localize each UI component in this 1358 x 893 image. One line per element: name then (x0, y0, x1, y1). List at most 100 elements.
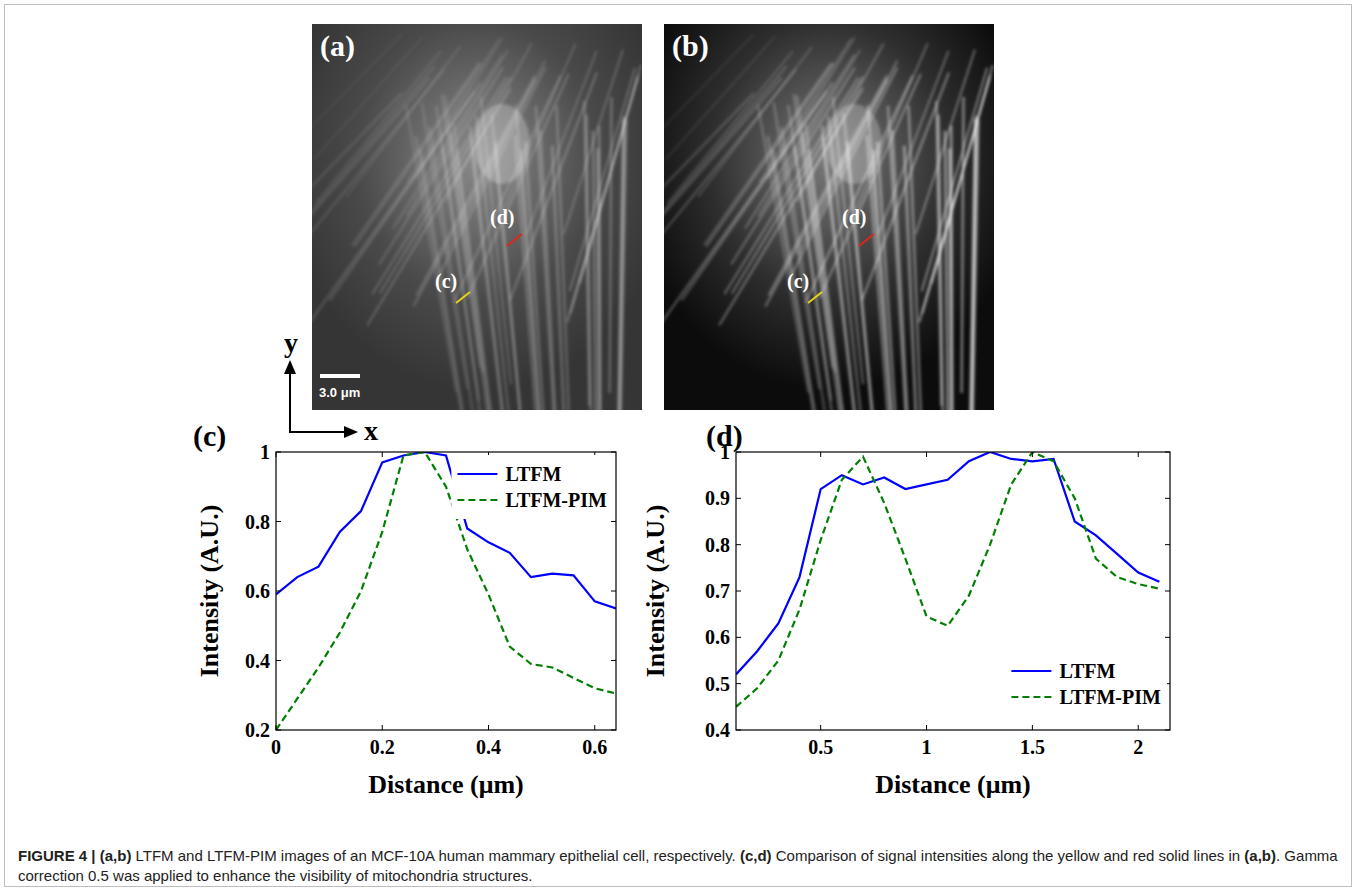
plot-frame (276, 452, 616, 730)
axis-arrow-label: x (364, 415, 378, 446)
y-tick (276, 452, 281, 453)
caption: FIGURE 4 | (a,b) LTFM and LTFM-PIM image… (18, 846, 1338, 886)
legend-label: LTFM-PIM (505, 489, 607, 511)
x-tick-label: 0.4 (476, 736, 501, 758)
legend: LTFMLTFM-PIM (1005, 652, 1167, 716)
fiber (773, 149, 834, 410)
fiber (758, 105, 808, 392)
micrograph (664, 24, 994, 410)
fiber (406, 105, 456, 392)
x-tick (1032, 452, 1033, 457)
axis-arrow (289, 431, 346, 433)
fiber (682, 82, 833, 300)
panel-label: (d) (706, 419, 743, 453)
panel-label: (a) (320, 29, 355, 63)
caption-text: (a,b) (1244, 847, 1276, 864)
y-tick (1165, 544, 1170, 545)
profile-line (808, 292, 822, 303)
legend-swatch (457, 473, 497, 475)
x-tick-label: 1 (922, 736, 932, 758)
y-tick (276, 660, 281, 661)
y-tick (736, 637, 741, 638)
fiber (962, 97, 964, 393)
y-tick (1165, 730, 1170, 731)
fiber (593, 131, 596, 410)
legend-swatch (1011, 670, 1051, 672)
profile-line (507, 234, 522, 246)
x-tick (1138, 452, 1139, 457)
y-tick (1165, 498, 1170, 499)
series-line (736, 452, 1159, 674)
y-tick (611, 591, 616, 592)
x-tick (820, 452, 821, 457)
x-tick (382, 725, 383, 730)
legend-box (1005, 652, 1167, 716)
data-lines (736, 452, 1159, 707)
fiber (972, 120, 978, 410)
caption-text: FIGURE 4 | (18, 847, 100, 864)
caption-text: (c,d) (740, 847, 772, 864)
y-tick (736, 544, 741, 545)
fiber (421, 149, 482, 410)
profile-line (456, 292, 470, 303)
arrow-head (284, 360, 296, 374)
y-tick (611, 521, 616, 522)
y-tick (736, 498, 741, 499)
fiber (312, 69, 444, 253)
y-axis-title: Intensity (A.U.) (641, 505, 670, 678)
y-tick-label: 0.2 (245, 719, 270, 741)
scale-bar (320, 374, 360, 378)
fibers (664, 34, 993, 410)
y-tick-label: 1 (260, 441, 270, 463)
x-tick-label: 0.2 (370, 736, 395, 758)
chart: 0.511.520.40.50.60.70.80.91Distance (μm)… (641, 419, 1170, 799)
legend-box (451, 455, 613, 519)
x-axis-title: Distance (μm) (368, 770, 524, 799)
x-tick-label: 0.6 (582, 736, 607, 758)
fiber (346, 47, 460, 197)
fiber (598, 148, 600, 410)
micrograph (312, 24, 642, 410)
chart: 00.20.40.60.20.40.60.81Distance (μm)Inte… (193, 419, 616, 799)
x-tick (820, 725, 821, 730)
arrow-head (344, 426, 358, 438)
profile-label: (d) (842, 206, 866, 229)
fiber (664, 69, 796, 253)
fiber (950, 148, 952, 410)
y-tick-label: 0.8 (705, 534, 730, 556)
axis-arrow-label: y (284, 327, 298, 358)
y-tick-label: 0.9 (705, 487, 730, 509)
bright-spot (826, 104, 882, 184)
fiber (330, 82, 481, 300)
panel-label: (c) (193, 419, 226, 453)
fiber (667, 51, 792, 203)
y-tick-label: 0.4 (245, 650, 270, 672)
axis-arrow (289, 372, 291, 432)
y-tick (276, 730, 281, 731)
legend-swatch (457, 499, 497, 501)
fiber (586, 115, 591, 410)
panel-label: (b) (672, 29, 709, 63)
plot-area (276, 452, 616, 730)
x-tick (1138, 725, 1139, 730)
y-tick-label: 0.5 (705, 673, 730, 695)
y-tick-label: 0.8 (245, 511, 270, 533)
y-tick (611, 730, 616, 731)
x-tick-label: 0.5 (808, 736, 833, 758)
x-tick (1032, 725, 1033, 730)
plot-frame (736, 452, 1170, 730)
x-tick (276, 725, 277, 730)
fiber (698, 47, 812, 197)
fiber (620, 120, 626, 410)
x-tick (926, 725, 927, 730)
fiber (315, 51, 440, 203)
legend-label: LTFM (1059, 660, 1115, 682)
x-tick-label: 2 (1133, 736, 1143, 758)
y-tick (1165, 591, 1170, 592)
y-axis-title: Intensity (A.U.) (195, 505, 224, 678)
legend-swatch (1011, 696, 1051, 698)
y-tick-label: 0.6 (245, 580, 270, 602)
series-line (736, 452, 1159, 707)
x-tick (382, 452, 383, 457)
plot-area (736, 452, 1170, 730)
